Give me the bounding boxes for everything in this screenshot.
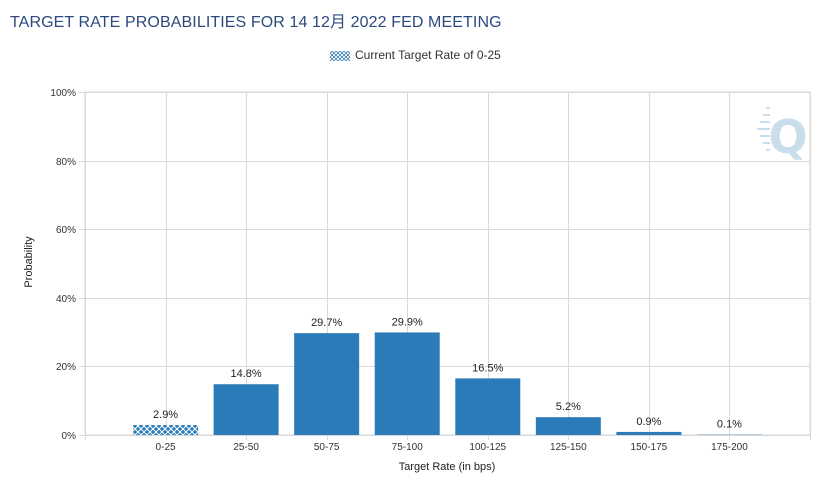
y-tick-label: 40%	[56, 294, 76, 305]
x-tick-label: 50-75	[314, 442, 340, 453]
data-label: 16.5%	[472, 362, 503, 374]
x-tick-label: 100-125	[469, 442, 506, 453]
y-tick-label: 60%	[56, 225, 76, 236]
x-axis-label: Target Rate (in bps)	[399, 461, 496, 473]
y-tick-label: 0%	[62, 431, 77, 442]
x-tick-label: 175-200	[711, 442, 748, 453]
bar[interactable]	[616, 431, 682, 435]
y-axis-label: Probability	[23, 236, 35, 288]
x-tick-label: 150-175	[631, 442, 668, 453]
data-label: 5.2%	[556, 401, 581, 413]
data-label: 0.1%	[717, 419, 742, 431]
y-tick-label: 80%	[56, 157, 76, 168]
legend-label: Current Target Rate of 0-25	[355, 48, 501, 62]
x-tick-label: 125-150	[550, 442, 587, 453]
y-tick-label: 100%	[50, 88, 76, 99]
bar[interactable]	[374, 332, 440, 435]
plot-frame	[84, 91, 811, 436]
data-label: 29.7%	[311, 317, 342, 329]
watermark-letter: Q	[768, 110, 807, 164]
x-tick-label: 25-50	[233, 442, 259, 453]
bar[interactable]	[535, 417, 601, 435]
bar[interactable]	[294, 333, 360, 435]
watermark-logo-icon: Q	[757, 107, 808, 164]
bar[interactable]	[213, 384, 279, 435]
data-label: 0.9%	[636, 416, 661, 428]
y-tick-label: 20%	[56, 362, 76, 373]
bar-current-target[interactable]	[133, 425, 199, 435]
x-tick-label: 0-25	[156, 442, 176, 453]
crosshatch-swatch-icon	[330, 50, 350, 61]
bar[interactable]	[455, 378, 521, 435]
legend[interactable]: Current Target Rate of 0-25	[330, 48, 501, 62]
chart-title: TARGET RATE PROBABILITIES FOR 14 12月 202…	[10, 14, 502, 31]
data-label: 14.8%	[231, 368, 262, 380]
x-tick-label: 75-100	[392, 442, 424, 453]
data-label: 2.9%	[153, 409, 178, 421]
data-label: 29.9%	[392, 316, 423, 328]
